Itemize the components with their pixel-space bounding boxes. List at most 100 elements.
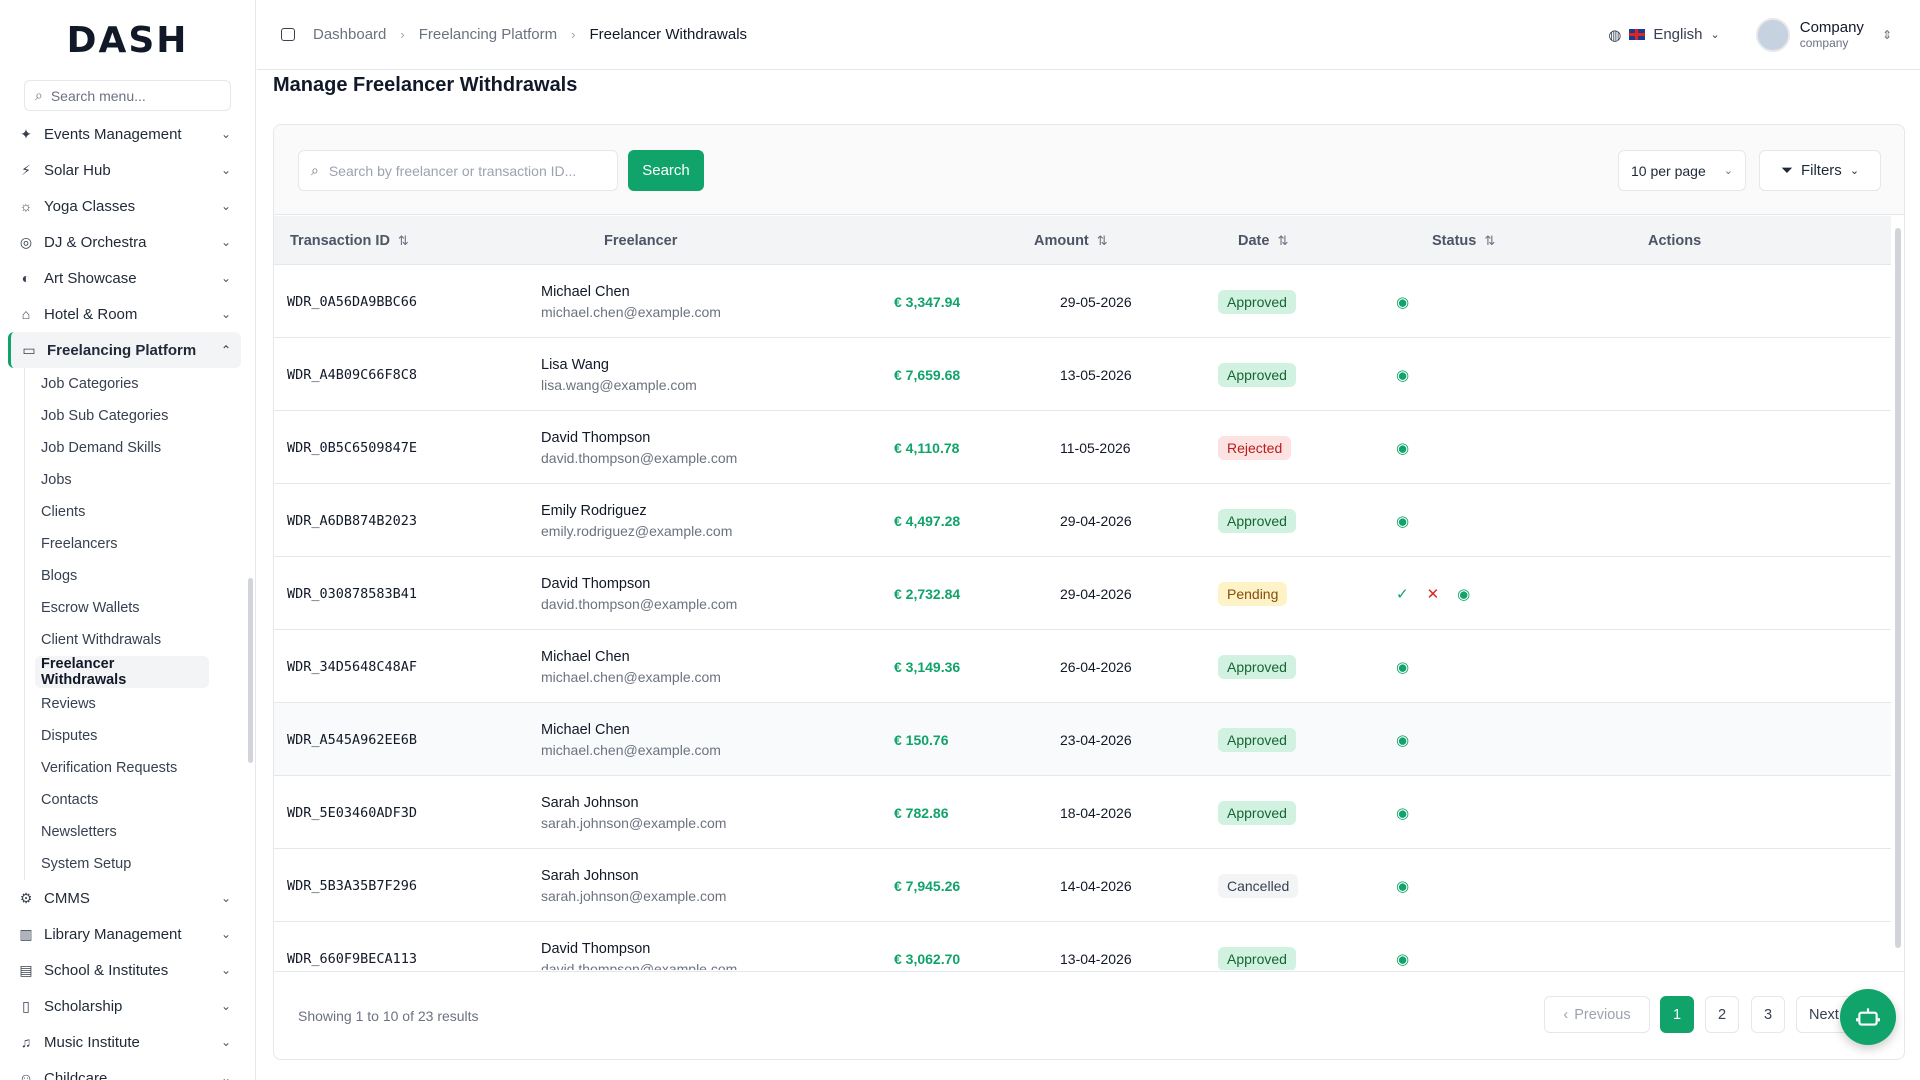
sidebar-item[interactable]: ☺ Childcare ⌄ bbox=[8, 1060, 241, 1080]
sidebar-item[interactable]: ⚡ Solar Hub ⌄ bbox=[8, 152, 241, 188]
sidebar-item[interactable]: ◎ DJ & Orchestra ⌄ bbox=[8, 224, 241, 260]
sidebar-subitem[interactable]: Freelancer Withdrawals bbox=[35, 656, 209, 688]
col-label: Amount bbox=[1034, 232, 1089, 249]
eye-icon[interactable]: ◉ bbox=[1396, 731, 1410, 749]
sort-icon[interactable]: ⇅ bbox=[1277, 232, 1289, 248]
search-button[interactable]: Search bbox=[628, 150, 704, 191]
disc-icon: ◎ bbox=[19, 233, 33, 250]
reject-icon[interactable]: ✕ bbox=[1426, 585, 1440, 603]
sort-icon[interactable]: ⇅ bbox=[1096, 232, 1108, 248]
table-toolbar: ⌕ Search by freelancer or transaction ID… bbox=[274, 125, 1904, 215]
sidebar-item[interactable]: ▥ Library Management ⌄ bbox=[8, 916, 241, 952]
col-amount[interactable]: Amount ⇅ bbox=[1034, 216, 1108, 265]
breadcrumb-freelancing[interactable]: Freelancing Platform bbox=[418, 26, 558, 43]
robot-icon bbox=[1856, 1008, 1880, 1026]
sidebar-subitem[interactable]: Newsletters bbox=[41, 824, 117, 840]
previous-button[interactable]: ‹ Previous bbox=[1544, 996, 1650, 1033]
freelancer-cell: Lisa Wang lisa.wang@example.com bbox=[541, 338, 697, 411]
freelancer-email: michael.chen@example.com bbox=[541, 741, 721, 758]
language-selector[interactable]: ◍ English ⌄ bbox=[1608, 26, 1720, 44]
sidebar-subitem[interactable]: Freelancers bbox=[41, 536, 118, 552]
app-logo[interactable]: DASH bbox=[66, 19, 189, 61]
table-row[interactable]: WDR_660F9BECA113 David Thompson david.th… bbox=[274, 922, 1891, 970]
sidebar-subitem[interactable]: Blogs bbox=[41, 568, 78, 584]
filters-button[interactable]: ⏷ Filters ⌄ bbox=[1759, 150, 1881, 191]
page-3-button[interactable]: 3 bbox=[1751, 996, 1785, 1033]
transaction-id: WDR_5E03460ADF3D bbox=[287, 804, 418, 821]
eye-icon[interactable]: ◉ bbox=[1396, 950, 1410, 968]
filters-label: Filters bbox=[1800, 162, 1842, 179]
table-row[interactable]: WDR_A6DB874B2023 Emily Rodriguez emily.r… bbox=[274, 484, 1891, 557]
table-row[interactable]: WDR_A4B09C66F8C8 Lisa Wang lisa.wang@exa… bbox=[274, 338, 1891, 411]
sidebar-item[interactable]: ⌂ Hotel & Room ⌄ bbox=[8, 296, 241, 332]
sort-icon[interactable]: ⇅ bbox=[1484, 232, 1496, 248]
filter-icon: ⏷ bbox=[1780, 162, 1793, 179]
sidebar-subitem[interactable]: Clients bbox=[41, 504, 86, 520]
sidebar-item[interactable]: ⚙ CMMS ⌄ bbox=[8, 880, 241, 916]
actions-cell: ◉ bbox=[1396, 338, 1409, 411]
sidebar-item[interactable]: ♫ Music Institute ⌄ bbox=[8, 1024, 241, 1060]
sidebar-subitem[interactable]: Job Sub Categories bbox=[41, 408, 169, 424]
actions-cell: ◉ bbox=[1396, 776, 1409, 849]
sidebar-item[interactable]: ▤ School & Institutes ⌄ bbox=[8, 952, 241, 988]
company-name: Company bbox=[1799, 18, 1864, 36]
sidebar-subitem[interactable]: Contacts bbox=[41, 792, 99, 808]
table-row[interactable]: WDR_A545A962EE6B Michael Chen michael.ch… bbox=[274, 703, 1891, 776]
freelancer-name: David Thompson bbox=[541, 429, 651, 446]
approve-icon[interactable]: ✓ bbox=[1396, 585, 1409, 603]
sidebar-subitem[interactable]: Job Categories bbox=[41, 376, 139, 392]
eye-icon[interactable]: ◉ bbox=[1396, 658, 1410, 676]
sidebar-subitem[interactable]: Job Demand Skills bbox=[41, 440, 162, 456]
sidebar-item-label: CMMS bbox=[44, 889, 90, 907]
eye-icon[interactable]: ◉ bbox=[1396, 366, 1410, 384]
sidebar-subitem[interactable]: Escrow Wallets bbox=[41, 600, 140, 616]
freelancer-name: Michael Chen bbox=[541, 721, 630, 738]
chatbot-button[interactable] bbox=[1840, 989, 1896, 1045]
sidebar-subitem[interactable]: Verification Requests bbox=[41, 760, 178, 776]
col-date[interactable]: Date ⇅ bbox=[1238, 216, 1288, 265]
sidebar-item[interactable]: ◐ Art Showcase ⌄ bbox=[8, 260, 241, 296]
col-status[interactable]: Status ⇅ bbox=[1432, 216, 1495, 265]
breadcrumb-dashboard[interactable]: Dashboard bbox=[313, 26, 387, 43]
sidebar-search-input[interactable]: Search menu... bbox=[50, 87, 146, 104]
table-row[interactable]: WDR_0B5C6509847E David Thompson david.th… bbox=[274, 411, 1891, 484]
page-1-button[interactable]: 1 bbox=[1660, 996, 1694, 1033]
per-page-select[interactable]: 10 per page ⌄ bbox=[1618, 150, 1746, 191]
search-field[interactable]: ⌕ Search by freelancer or transaction ID… bbox=[298, 150, 618, 191]
eye-icon[interactable]: ◉ bbox=[1396, 293, 1410, 311]
eye-icon[interactable]: ◉ bbox=[1457, 585, 1471, 603]
search-input[interactable]: Search by freelancer or transaction ID..… bbox=[328, 162, 577, 179]
sidebar-item[interactable]: ▭ Freelancing Platform ⌃ bbox=[8, 332, 241, 368]
col-transaction-id[interactable]: Transaction ID ⇅ bbox=[290, 216, 409, 265]
table-scrollbar[interactable] bbox=[1893, 216, 1903, 970]
eye-icon[interactable]: ◉ bbox=[1396, 512, 1410, 530]
table-row[interactable]: WDR_0A56DA9BBC66 Michael Chen michael.ch… bbox=[274, 265, 1891, 338]
sidebar-item[interactable]: ✦ Events Management ⌄ bbox=[8, 116, 241, 152]
sort-icon[interactable]: ⇅ bbox=[397, 232, 409, 248]
globe-icon: ◍ bbox=[1608, 26, 1622, 44]
sidebar-item[interactable]: ▯ Scholarship ⌄ bbox=[8, 988, 241, 1024]
page-2-button[interactable]: 2 bbox=[1705, 996, 1739, 1033]
company-switcher[interactable]: Company company ⇕ bbox=[1755, 17, 1892, 52]
sidebar-subitem[interactable]: Client Withdrawals bbox=[41, 632, 162, 648]
sidebar-scrollbar[interactable] bbox=[248, 578, 253, 763]
eye-icon[interactable]: ◉ bbox=[1396, 804, 1410, 822]
sidebar-subitem[interactable]: Jobs bbox=[41, 472, 72, 488]
search-icon: ⌕ bbox=[35, 87, 43, 103]
table-row[interactable]: WDR_34D5648C48AF Michael Chen michael.ch… bbox=[274, 630, 1891, 703]
eye-icon[interactable]: ◉ bbox=[1396, 877, 1410, 895]
table-row[interactable]: WDR_5B3A35B7F296 Sarah Johnson sarah.joh… bbox=[274, 849, 1891, 922]
sidebar-subitem[interactable]: Reviews bbox=[41, 696, 96, 712]
sidebar-item[interactable]: ☼ Yoga Classes ⌄ bbox=[8, 188, 241, 224]
sidebar-subitem[interactable]: Disputes bbox=[41, 728, 98, 744]
table-row[interactable]: WDR_5E03460ADF3D Sarah Johnson sarah.joh… bbox=[274, 776, 1891, 849]
breadcrumb: Dashboard › Freelancing Platform › Freel… bbox=[313, 26, 1608, 43]
sidebar-search[interactable]: ⌕ Search menu... bbox=[24, 80, 231, 111]
sidebar-toggle-icon[interactable] bbox=[281, 28, 295, 41]
sidebar-subitem[interactable]: System Setup bbox=[41, 856, 132, 872]
freelancer-cell: Sarah Johnson sarah.johnson@example.com bbox=[541, 776, 726, 849]
status-cell: Approved bbox=[1218, 484, 1296, 557]
eye-icon[interactable]: ◉ bbox=[1396, 439, 1410, 457]
table-row[interactable]: WDR_030878583B41 David Thompson david.th… bbox=[274, 557, 1891, 630]
amount: € 3,149.36 bbox=[894, 658, 961, 675]
